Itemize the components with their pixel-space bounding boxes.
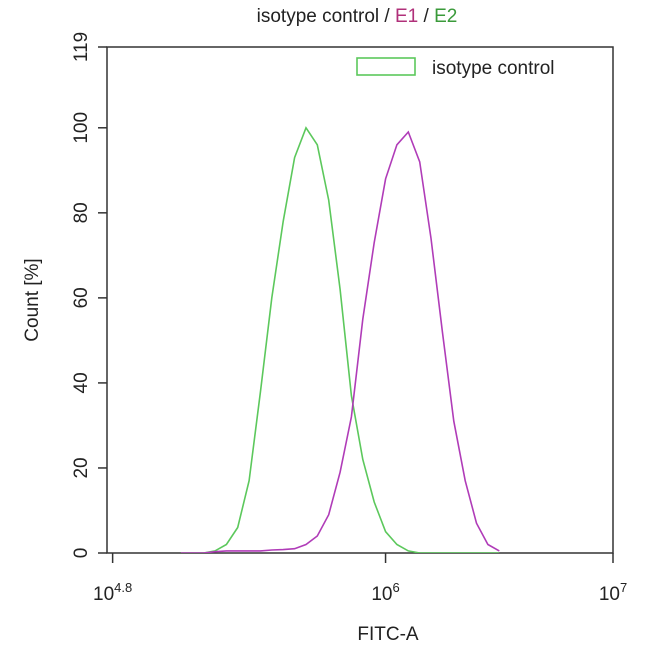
plot-frame <box>106 46 614 554</box>
series-line <box>180 126 500 553</box>
x-tick-label: 107 <box>599 580 627 605</box>
chart-title: isotype control / E1 / E2 <box>257 6 458 27</box>
x-tick-base: 10 <box>93 584 114 605</box>
y-tick-label: 100 <box>71 112 92 144</box>
title-part: / <box>418 6 434 27</box>
x-tick-label: 106 <box>371 580 399 605</box>
x-axis-label: FITC-A <box>357 624 419 645</box>
y-tick-label: 119 <box>71 32 92 62</box>
y-tick-label: 20 <box>71 457 92 478</box>
legend-swatch <box>356 57 416 76</box>
title-part: / <box>379 6 395 27</box>
x-tick-exponent: 6 <box>393 580 400 595</box>
title-part: E2 <box>434 6 457 27</box>
title-part: isotype control <box>257 6 380 27</box>
y-tick-label: 60 <box>71 287 92 308</box>
x-tick-exponent: 7 <box>620 580 627 595</box>
y-tick-label: 80 <box>71 202 92 223</box>
y-tick-label: 40 <box>71 372 92 393</box>
x-tick-base: 10 <box>599 584 620 605</box>
series-line <box>180 130 500 553</box>
x-tick-label: 104.8 <box>93 580 132 605</box>
y-tick-label: 0 <box>71 548 92 559</box>
legend-label: isotype control <box>432 58 555 79</box>
title-part: E1 <box>395 6 418 27</box>
x-tick-base: 10 <box>371 584 392 605</box>
x-tick-exponent: 4.8 <box>114 580 132 595</box>
y-axis-label: Count [%] <box>22 258 43 341</box>
